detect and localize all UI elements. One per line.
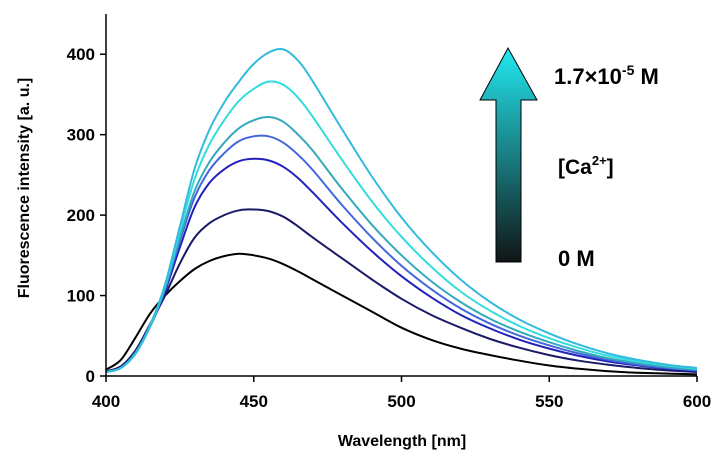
series-line-3 (105, 157, 698, 373)
y-tick-label: 0 (86, 367, 95, 386)
x-tick-label: 400 (92, 392, 120, 411)
top-concentration-exponent: -5 (622, 62, 635, 78)
top-concentration-base: 1.7×10 (554, 64, 622, 89)
species-charge: 2+ (592, 153, 607, 168)
y-ticks: 0 100 200 300 400 (67, 45, 106, 386)
y-tick-label: 200 (67, 206, 95, 225)
concentration-arrow-icon (479, 46, 538, 263)
species-close: ] (607, 156, 614, 179)
x-tick-label: 550 (535, 392, 563, 411)
y-axis-title: Fluorescence intensity [a. u.] (16, 78, 33, 299)
series-line-7 (105, 48, 698, 373)
y-tick-label: 100 (67, 287, 95, 306)
x-ticks: 400 450 500 550 600 (92, 376, 711, 411)
y-tick-label: 400 (67, 45, 95, 64)
species-open: [Ca (558, 156, 592, 179)
series-lines (105, 48, 698, 376)
annotation-bottom-concentration: 0 M (558, 246, 595, 271)
axes: 400 450 500 550 600 0 100 200 300 400 (67, 14, 711, 411)
x-tick-label: 600 (683, 392, 711, 411)
x-tick-label: 500 (387, 392, 415, 411)
annotation-species: [Ca2+] (558, 153, 614, 179)
series-line-1 (105, 252, 698, 376)
series-line-2 (105, 208, 698, 373)
x-axis-title: Wavelength [nm] (338, 433, 466, 450)
annotation-top-concentration: 1.7×10-5 M (554, 62, 659, 89)
x-tick-label: 450 (240, 392, 268, 411)
top-concentration-unit: M (634, 64, 658, 89)
y-tick-label: 300 (67, 126, 95, 145)
